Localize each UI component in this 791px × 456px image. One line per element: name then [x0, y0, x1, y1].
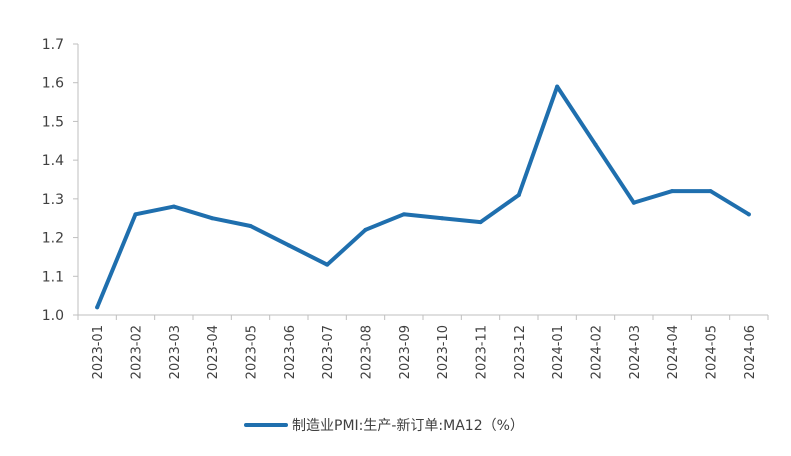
legend-label: 制造业PMI:生产-新订单:MA12（%） — [292, 418, 524, 434]
x-tick-label: 2024-06 — [743, 325, 758, 379]
y-tick-label: 1.1 — [42, 269, 64, 285]
data-point — [210, 216, 215, 221]
x-tick-label: 2023-08 — [360, 325, 375, 379]
x-tick-label: 2024-01 — [551, 325, 566, 379]
data-point — [631, 200, 636, 205]
data-point — [555, 84, 560, 89]
data-point — [325, 262, 330, 267]
x-tick-label: 2023-07 — [321, 325, 336, 379]
x-axis: 2023-01 2023-02 2023-03 2023-04 2023-05 2023-… — [77, 314, 769, 379]
series-layer — [95, 84, 751, 310]
y-tick-label: 1.7 — [42, 37, 64, 53]
y-axis: 1.0 1.1 1.2 1.3 1.4 1.5 1.6 1.7 — [42, 37, 79, 324]
x-tick-label: 2023-09 — [398, 325, 413, 379]
data-point — [516, 192, 521, 197]
legend: 制造业PMI:生产-新订单:MA12（%） — [244, 418, 524, 434]
data-point — [708, 189, 713, 194]
data-point — [478, 220, 483, 225]
y-tick-label: 1.6 — [42, 76, 64, 92]
data-point — [440, 216, 445, 221]
x-tick-label: 2024-05 — [705, 325, 720, 379]
data-point — [401, 212, 406, 217]
data-point — [95, 305, 100, 310]
x-tick-label: 2023-01 — [91, 325, 106, 379]
x-tick-label: 2023-02 — [130, 325, 145, 379]
x-tick-label: 2024-02 — [590, 325, 605, 379]
data-point — [593, 142, 598, 147]
data-point — [171, 204, 176, 209]
data-point — [670, 189, 675, 194]
data-point — [248, 223, 253, 228]
x-tick-label: 2023-06 — [283, 325, 298, 379]
x-tick-label: 2023-04 — [206, 325, 221, 379]
x-tick-label: 2024-03 — [628, 325, 643, 379]
x-tick-label: 2023-11 — [475, 325, 490, 379]
y-tick-label: 1.2 — [42, 231, 64, 247]
data-point — [746, 212, 751, 217]
data-point — [363, 227, 368, 232]
series-line — [95, 84, 751, 310]
x-tick-label: 2023-05 — [245, 325, 260, 379]
y-tick-label: 1.3 — [42, 192, 64, 208]
x-tick-label: 2023-12 — [513, 325, 528, 379]
x-tick-label: 2023-10 — [436, 325, 451, 379]
y-tick-label: 1.5 — [42, 114, 64, 130]
data-point — [286, 243, 291, 248]
x-tick-label: 2024-04 — [666, 325, 681, 379]
x-tick-label: 2023-03 — [168, 325, 183, 379]
y-tick-label: 1.4 — [42, 153, 64, 169]
y-tick-label: 1.0 — [42, 308, 64, 324]
data-point — [133, 212, 138, 217]
